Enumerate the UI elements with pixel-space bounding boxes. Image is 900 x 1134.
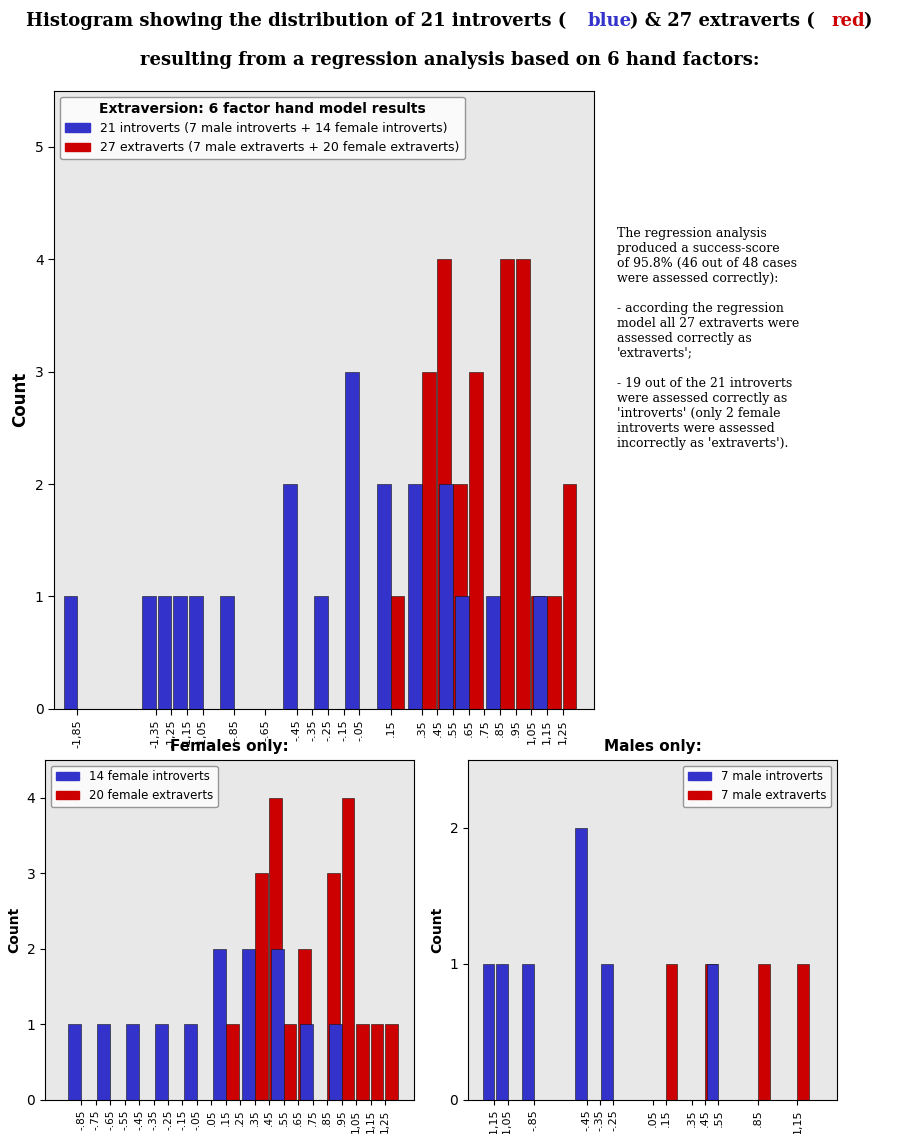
Bar (455, 596, 469, 709)
Bar (271, 949, 284, 1100)
Bar (439, 484, 453, 709)
Bar (496, 964, 508, 1100)
Bar (516, 260, 529, 709)
Text: ) & 27 extraverts (: ) & 27 extraverts ( (630, 11, 814, 29)
Bar (601, 964, 613, 1100)
Bar (189, 596, 202, 709)
Text: ): ) (863, 11, 871, 29)
Bar (534, 596, 547, 709)
Bar (156, 1024, 168, 1100)
Bar (422, 372, 436, 709)
Bar (255, 873, 267, 1100)
Bar (356, 1024, 369, 1100)
Bar (213, 949, 226, 1100)
Title: Females only:: Females only: (170, 739, 289, 754)
Bar (797, 964, 809, 1100)
Bar (706, 964, 716, 1100)
Text: blue: blue (588, 11, 632, 29)
Text: Histogram showing the distribution of 21 introverts (: Histogram showing the distribution of 21… (26, 11, 567, 29)
Bar (126, 1024, 140, 1100)
Bar (500, 260, 514, 709)
Bar (385, 1024, 398, 1100)
Bar (300, 1024, 312, 1100)
Text: red: red (832, 11, 865, 29)
Bar (68, 1024, 81, 1100)
Legend: 7 male introverts, 7 male extraverts: 7 male introverts, 7 male extraverts (683, 765, 831, 807)
Bar (371, 1024, 383, 1100)
Bar (377, 484, 391, 709)
Bar (482, 964, 494, 1100)
Bar (342, 797, 355, 1100)
Bar (453, 484, 467, 709)
Bar (97, 1024, 110, 1100)
Bar (437, 260, 451, 709)
Bar (469, 372, 482, 709)
Bar (531, 596, 545, 709)
Y-axis label: Count: Count (7, 907, 21, 953)
Title: Males only:: Males only: (604, 739, 701, 754)
Bar (298, 949, 311, 1100)
Text: resulting from a regression analysis based on 6 hand factors:: resulting from a regression analysis bas… (140, 51, 760, 69)
Bar (328, 1024, 342, 1100)
Legend: 21 introverts (7 male introverts + 14 female introverts), 27 extraverts (7 male : 21 introverts (7 male introverts + 14 fe… (60, 98, 464, 160)
Bar (174, 596, 187, 709)
Bar (184, 1024, 197, 1100)
Bar (346, 372, 359, 709)
Bar (220, 596, 234, 709)
Y-axis label: Count: Count (11, 372, 29, 428)
Text: The regression analysis
produced a success-score
of 95.8% (46 out of 48 cases
we: The regression analysis produced a succe… (617, 227, 799, 450)
Bar (64, 596, 77, 709)
Bar (522, 964, 534, 1100)
Bar (269, 797, 282, 1100)
Bar (142, 596, 156, 709)
Bar (486, 596, 500, 709)
Bar (158, 596, 171, 709)
Bar (575, 828, 587, 1100)
Bar (562, 484, 577, 709)
Bar (328, 873, 340, 1100)
Bar (283, 484, 297, 709)
Legend: 14 female introverts, 20 female extraverts: 14 female introverts, 20 female extraver… (51, 765, 218, 807)
Bar (666, 964, 678, 1100)
Bar (758, 964, 770, 1100)
Bar (391, 596, 404, 709)
Bar (284, 1024, 296, 1100)
Bar (706, 964, 718, 1100)
Bar (408, 484, 422, 709)
Bar (226, 1024, 239, 1100)
Bar (547, 596, 561, 709)
Bar (242, 949, 255, 1100)
Y-axis label: Count: Count (430, 907, 444, 953)
Bar (314, 596, 328, 709)
Text: Histogram showing the distribution of 21 introverts (blue) & 27 extraverts (red): Histogram showing the distribution of 21… (44, 11, 856, 29)
